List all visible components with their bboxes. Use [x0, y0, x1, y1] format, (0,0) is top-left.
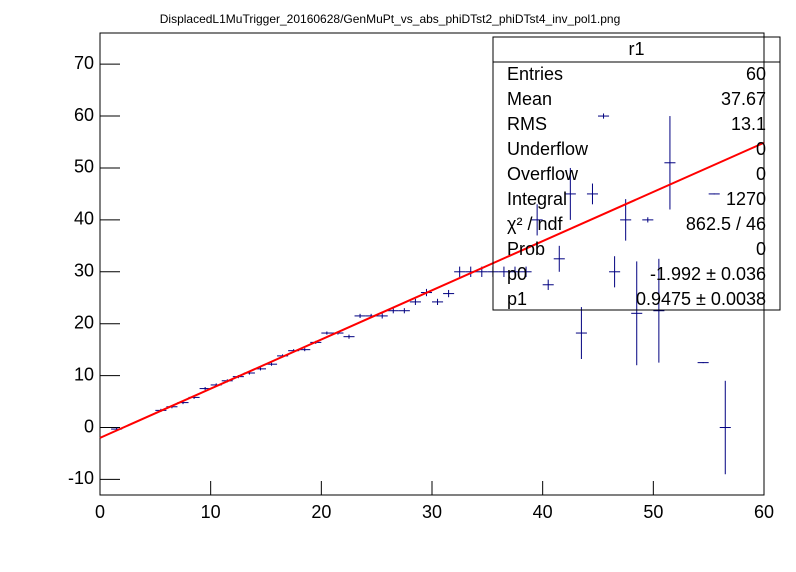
stats-value: -1.992 ± 0.036: [650, 264, 766, 284]
stats-value: 60: [746, 64, 766, 84]
y-tick-label: 30: [74, 261, 94, 281]
stats-label: Integral: [507, 189, 567, 209]
stats-label: p0: [507, 264, 527, 284]
x-tick-label: 60: [754, 502, 774, 522]
y-tick-label: 60: [74, 105, 94, 125]
stats-label: RMS: [507, 114, 547, 134]
stats-label: Mean: [507, 89, 552, 109]
stats-label: Overflow: [507, 164, 579, 184]
data-point: [398, 308, 410, 314]
data-point: [520, 266, 532, 277]
y-tick-label: 20: [74, 312, 94, 332]
stats-label: p1: [507, 289, 527, 309]
stats-value: 862.5 / 46: [686, 214, 766, 234]
data-point: [575, 307, 587, 359]
data-point: [564, 167, 576, 220]
data-point: [376, 313, 388, 319]
data-point: [719, 380, 731, 475]
stats-label: Prob: [507, 239, 545, 259]
y-tick-label: 40: [74, 209, 94, 229]
stats-value: 0: [756, 139, 766, 159]
stats-value: 0: [756, 164, 766, 184]
data-point: [387, 308, 399, 314]
data-point: [343, 334, 355, 339]
y-tick-label: 50: [74, 157, 94, 177]
x-tick-label: 40: [533, 502, 553, 522]
data-point: [409, 298, 421, 306]
data-point: [708, 193, 720, 195]
stats-label: Underflow: [507, 139, 589, 159]
fit-line: [99, 141, 765, 439]
data-point: [531, 204, 543, 236]
x-tick-label: 0: [95, 502, 105, 522]
data-point: [542, 279, 554, 290]
stats-value: 13.1: [731, 114, 766, 134]
data-point: [609, 256, 621, 288]
stats-box: [492, 36, 781, 311]
data-point: [509, 266, 521, 277]
data-point: [354, 313, 366, 318]
stats-label: Entries: [507, 64, 563, 84]
chart-title: DisplacedL1MuTrigger_20160628/GenMuPt_vs…: [160, 12, 621, 26]
y-tick-label: 0: [84, 416, 94, 436]
stats-value: 1270: [726, 189, 766, 209]
data-point: [553, 245, 565, 272]
y-tick-label: 70: [74, 53, 94, 73]
y-tick-label: -10: [68, 468, 94, 488]
stats-value: 0: [756, 239, 766, 259]
data-point: [299, 348, 311, 352]
stats-value: 37.67: [721, 89, 766, 109]
data-point: [664, 116, 676, 210]
data-point: [432, 298, 444, 306]
data-point: [321, 331, 333, 335]
x-tick-label: 20: [311, 502, 331, 522]
y-tick-label: 10: [74, 364, 94, 384]
data-point: [498, 266, 510, 277]
data-point: [697, 362, 709, 364]
data-point: [620, 199, 632, 241]
data-point: [586, 183, 598, 205]
data-point: [642, 217, 654, 223]
x-tick-label: 50: [643, 502, 663, 522]
data-point: [598, 113, 610, 119]
data-point: [631, 261, 643, 366]
x-tick-label: 10: [201, 502, 221, 522]
x-tick-label: 30: [422, 502, 442, 522]
stats-value: 0.9475 ± 0.0038: [636, 289, 766, 309]
data-point: [443, 289, 455, 298]
data-point: [454, 266, 466, 277]
stats-label: χ² / ndf: [507, 214, 563, 234]
data-point: [653, 258, 665, 363]
stats-title: r1: [628, 39, 644, 59]
